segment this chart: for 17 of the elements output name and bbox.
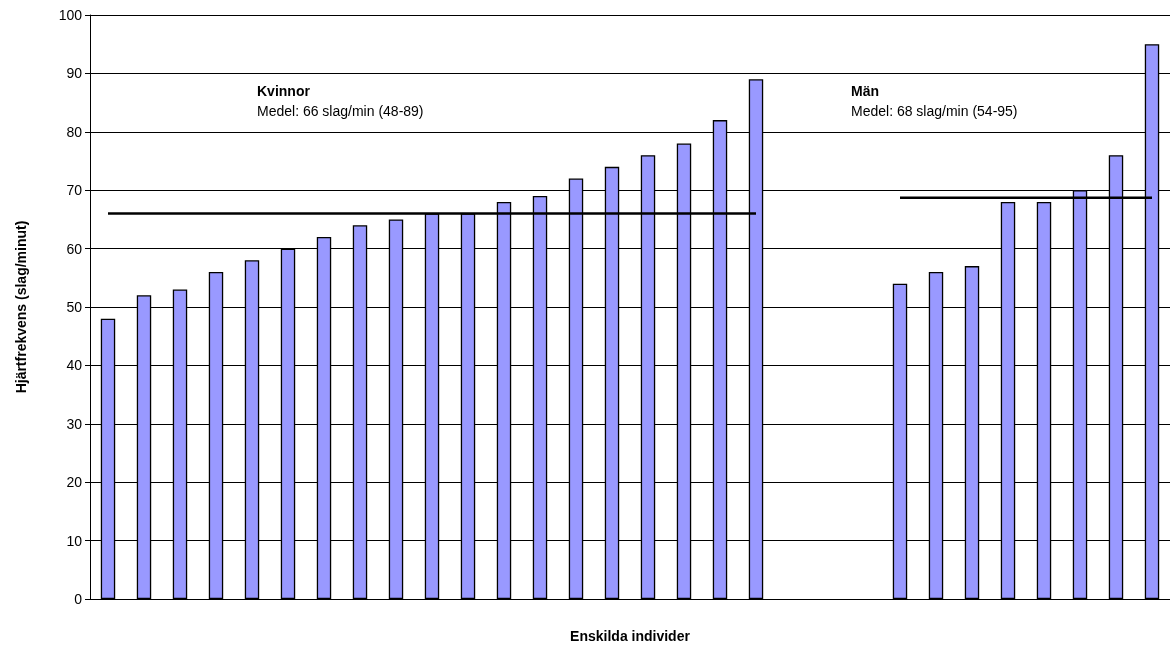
annotation: Medel: 66 slag/min (48-89) (257, 103, 424, 119)
x-axis-title: Enskilda individer (570, 628, 691, 644)
y-tick-label: 20 (66, 474, 83, 491)
y-tick-label: 30 (66, 415, 83, 432)
y-tick-label: 0 (74, 591, 83, 607)
y-tick-label: 90 (66, 65, 83, 82)
annotation: Män (851, 83, 879, 99)
y-axis-title: Hjärtfrekvens (slag/minut) (13, 220, 29, 394)
annotation: Kvinnor (257, 83, 311, 99)
y-tick-label: 10 (66, 532, 83, 549)
annotation: Medel: 68 slag/min (54-95) (851, 103, 1018, 119)
y-tick-label: 60 (66, 240, 83, 257)
y-tick-label: 80 (66, 123, 83, 140)
y-tick-label: 100 (58, 7, 83, 23)
y-tick-label: 40 (66, 357, 83, 374)
y-tick-label: 50 (66, 299, 83, 315)
y-tick-label: 70 (66, 182, 83, 199)
